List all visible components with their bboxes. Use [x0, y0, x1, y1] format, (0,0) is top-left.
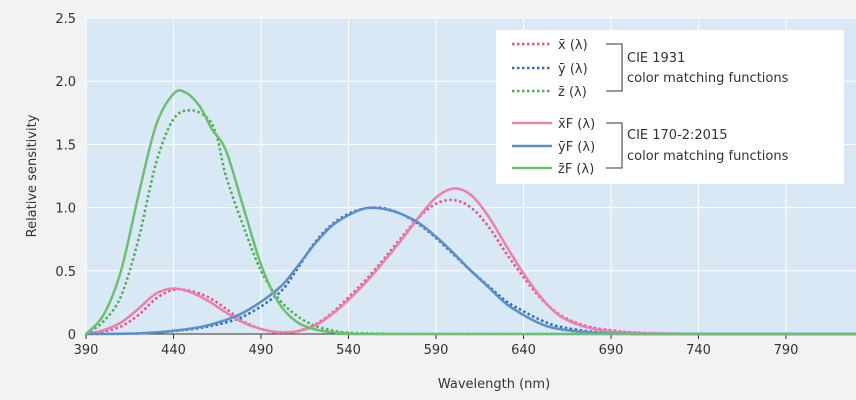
legend-group-cie170: x̄F (λ) ȳF (λ) z̄F (λ) CIE 170-2:2015 co… [512, 117, 789, 177]
x-tick-label-690: 690 [599, 343, 624, 358]
legend-bracket-cie1931 [606, 43, 623, 92]
x-tick-label-790: 790 [774, 343, 799, 358]
series-line-z-cie1931 [85, 109, 856, 336]
y-tick-label-5: 2.5 [55, 12, 76, 27]
legend-bracket-cie170 [606, 122, 623, 169]
x-tick-label-540: 540 [336, 343, 361, 358]
series-line-yF-cie170 [85, 206, 856, 336]
legend-label-zF: z̄F (λ) [558, 162, 594, 177]
legend-label-yF: ȳF (λ) [558, 140, 595, 155]
legend: x̄ (λ) ȳ (λ) z̄ (λ) CIE 1931 color match… [496, 30, 844, 184]
series [85, 89, 856, 336]
x-tick-label-390: 390 [74, 343, 99, 358]
legend-box [496, 30, 844, 184]
y-tick-label-3: 1.5 [55, 138, 76, 153]
y-axis-title: Relative sensitivity [25, 114, 40, 237]
series-line-xF-cie170 [85, 187, 856, 336]
tick-labels: 390 440 490 540 590 640 690 740 790 0 0.5 1.0 1.5 2.0… [55, 12, 798, 358]
legend-label-z: z̄ (λ) [558, 85, 587, 100]
series-line-zF-cie170 [85, 89, 856, 336]
legend-label-y: ȳ (λ) [558, 62, 588, 77]
legend-label-x: x̄ (λ) [558, 38, 588, 53]
y-tick-label-4: 2.0 [55, 75, 76, 90]
x-tick-label-590: 590 [424, 343, 449, 358]
x-tick-label-440: 440 [161, 343, 186, 358]
legend-label-xF: x̄F (λ) [558, 117, 595, 132]
x-tick-label-490: 490 [249, 343, 274, 358]
x-tick-label-740: 740 [686, 343, 711, 358]
x-axis-title: Wavelength (nm) [438, 377, 550, 392]
legend-group-label-cie170-line1: CIE 170-2:2015 [627, 128, 728, 143]
y-tick-label-1: 0.5 [55, 265, 76, 280]
legend-group-label-cie1931-line1: CIE 1931 [627, 51, 685, 66]
legend-group-label-cie1931-line2: color matching functions [627, 71, 789, 86]
legend-group-cie1931: x̄ (λ) ȳ (λ) z̄ (λ) CIE 1931 color match… [512, 38, 789, 100]
legend-group-label-cie170-line2: color matching functions [627, 149, 789, 164]
x-tick-label-640: 640 [511, 343, 536, 358]
y-tick-label-2: 1.0 [55, 202, 76, 217]
y-tick-label-0: 0 [68, 328, 76, 343]
